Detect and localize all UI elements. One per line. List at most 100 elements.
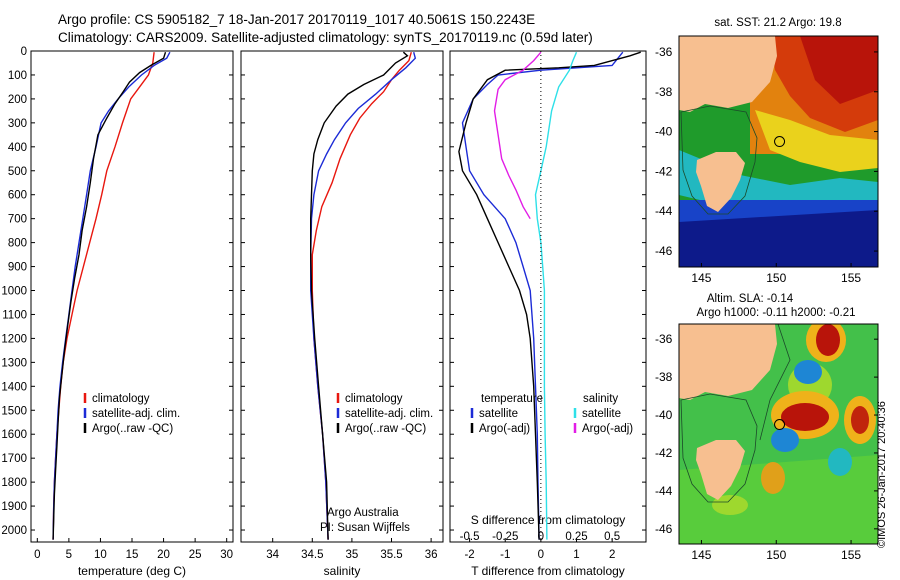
difference-top-tick-label: 0 <box>538 531 544 543</box>
climatology-subtitle: Climatology: CARS2009. Satellite-adjuste… <box>58 30 593 45</box>
depth-tick-label: 0 <box>21 46 27 58</box>
sst-map-xtick-label: 150 <box>766 271 786 285</box>
depth-tick-label: 2000 <box>1 525 27 537</box>
difference-legend-label: satellite <box>582 408 621 420</box>
difference-top-tick-label: -0.25 <box>492 531 518 543</box>
difference-legend-label: satellite <box>479 408 518 420</box>
profile-title: Argo profile: CS 5905182_7 18-Jan-2017 2… <box>58 12 536 27</box>
sst-map-ytick-label: -46 <box>655 244 673 258</box>
temperature-xtick-label: 25 <box>189 549 202 561</box>
temperature-xtick-label: 30 <box>220 549 233 561</box>
salinity-xtick-label: 34 <box>266 549 279 561</box>
sla-map-xtick-label: 150 <box>766 548 786 562</box>
sst-map-ytick-label: -42 <box>655 164 673 178</box>
difference-xtick-label: -1 <box>500 549 510 561</box>
salinity-legend-label: satellite-adj. clim. <box>345 408 433 420</box>
difference-legend-header: salinity <box>583 393 618 405</box>
difference-xtick-label: -2 <box>464 549 474 561</box>
temperature-xtick-label: 0 <box>34 549 40 561</box>
depth-tick-label: 1700 <box>1 453 27 465</box>
depth-tick-label: 1500 <box>1 405 27 417</box>
difference-xtick-label: 2 <box>609 549 615 561</box>
sst-map-ytick-label: -44 <box>655 204 673 218</box>
difference-legend-label: Argo(-adj) <box>479 423 530 435</box>
salinity-xlabel: salinity <box>324 564 361 578</box>
salinity-series-2 <box>310 51 409 540</box>
salinity-series-0 <box>311 52 412 540</box>
difference-panel-frame <box>449 50 647 543</box>
difference-legend-label: Argo(-adj) <box>582 423 633 435</box>
depth-tick-label: 400 <box>8 142 27 154</box>
temperature-xtick-label: 5 <box>66 549 72 561</box>
salinity-legend-label: Argo(..raw -QC) <box>345 423 426 435</box>
depth-tick-label: 1800 <box>1 477 27 489</box>
difference-xtick-label: 1 <box>573 549 579 561</box>
sst-map-ytick-label: -38 <box>655 85 673 99</box>
pi-note: PI: Susan Wijffels <box>320 522 410 534</box>
temperature-legend-label: Argo(..raw -QC) <box>92 423 173 435</box>
salinity-panel-frame <box>240 50 444 543</box>
salinity-legend-label: climatology <box>345 393 403 405</box>
difference-xlabel: T difference from climatology <box>471 564 625 578</box>
sst-map-ytick-label: -36 <box>655 45 673 59</box>
chart-marks: 0 5 10 15 20 25 300100200300400500600700800900… <box>1 45 878 562</box>
temperature-legend-label: climatology <box>92 393 150 405</box>
sla-map <box>679 324 878 544</box>
difference-series-1 <box>458 51 641 540</box>
temperature-legend-label: satellite-adj. clim. <box>92 408 180 420</box>
difference-series-0 <box>461 51 624 540</box>
sla-map-title-line2: Argo h1000: -0.11 h2000: -0.21 <box>697 307 856 319</box>
sla-map-title-line1: Altim. SLA: -0.14 <box>707 293 794 305</box>
sst-argo-marker <box>774 136 786 148</box>
temperature-series-1 <box>52 51 171 540</box>
depth-tick-label: 800 <box>8 238 27 250</box>
difference-legend-header: temperature <box>481 393 543 405</box>
imos-credit: ©IMOS 26-Jan-2017 20:40:36 <box>876 401 888 548</box>
temperature-xtick-label: 20 <box>157 549 170 561</box>
salinity-xtick-label: 36 <box>425 549 438 561</box>
salinity-xtick-label: 35 <box>346 549 359 561</box>
sla-map-ytick-label: -44 <box>655 484 673 498</box>
depth-tick-label: 100 <box>8 70 27 82</box>
difference-top-tick-label: 0.5 <box>604 531 620 543</box>
sst-map-ytick-label: -40 <box>655 125 673 139</box>
depth-tick-label: 1100 <box>2 309 27 321</box>
sst-map-xtick-label: 145 <box>691 271 711 285</box>
temperature-xlabel: temperature (deg C) <box>78 564 186 578</box>
depth-tick-label: 700 <box>8 214 27 226</box>
difference-series-2 <box>534 51 578 540</box>
sla-argo-marker <box>774 419 786 431</box>
sla-map-ytick-label: -36 <box>655 332 673 346</box>
salinity-xtick-label: 35.5 <box>380 549 402 561</box>
difference-xtick-label: 0 <box>538 549 544 561</box>
argo-australia-note: Argo Australia <box>327 507 399 519</box>
difference-top-tick-label: 0.25 <box>565 531 587 543</box>
sst-map-xtick-label: 155 <box>841 271 861 285</box>
depth-tick-label: 200 <box>8 94 27 106</box>
depth-tick-label: 1400 <box>1 381 27 393</box>
sla-map-ytick-label: -42 <box>655 446 673 460</box>
depth-tick-label: 1300 <box>1 357 27 369</box>
salinity-series-1 <box>310 52 417 540</box>
depth-tick-label: 1900 <box>1 501 27 513</box>
depth-tick-label: 600 <box>8 190 27 202</box>
temperature-series-2 <box>52 51 167 540</box>
sst-map <box>679 36 878 267</box>
depth-tick-label: 900 <box>8 262 27 274</box>
sla-map-frame <box>678 323 879 545</box>
sla-map-ytick-label: -38 <box>655 370 673 384</box>
difference-series-3 <box>493 51 542 220</box>
depth-tick-label: 500 <box>8 166 27 178</box>
sla-map-xtick-label: 145 <box>691 548 711 562</box>
temperature-xtick-label: 15 <box>126 549 139 561</box>
temperature-xtick-label: 10 <box>94 549 107 561</box>
salinity-xtick-label: 34.5 <box>301 549 323 561</box>
depth-tick-label: 1600 <box>1 429 27 441</box>
sla-map-xtick-label: 155 <box>841 548 861 562</box>
sst-map-title: sat. SST: 21.2 Argo: 19.8 <box>714 17 841 29</box>
sst-map-frame <box>678 35 879 268</box>
depth-tick-label: 1000 <box>1 286 27 298</box>
depth-tick-label: 1200 <box>1 333 27 345</box>
sla-map-ytick-label: -46 <box>655 522 673 536</box>
